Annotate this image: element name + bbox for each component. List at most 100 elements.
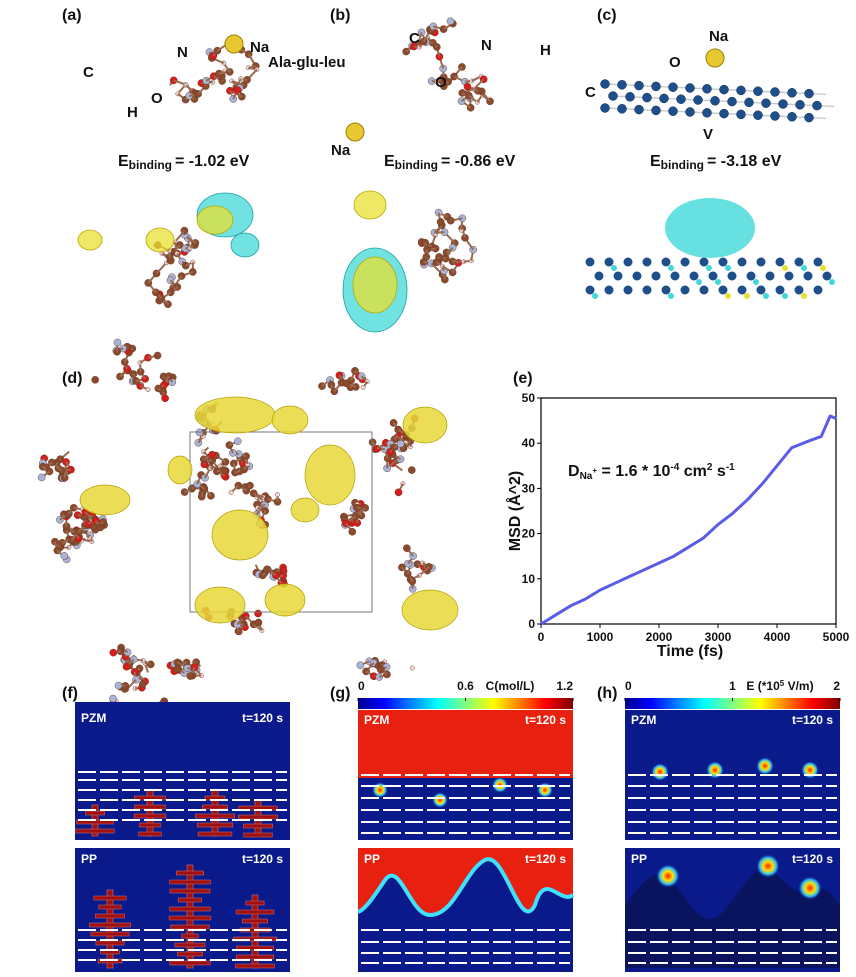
msd-line (540, 414, 837, 626)
colorbar (358, 698, 573, 709)
ann-part: Na (580, 471, 593, 482)
atom (96, 523, 105, 532)
atom (377, 665, 385, 674)
isosurface (696, 279, 702, 285)
colorbar-label: E (*105 V/m) (746, 679, 813, 693)
colorbar-tick-label: 0 (358, 679, 365, 693)
panel-label: (f) (62, 685, 78, 702)
atom-label: V (703, 126, 713, 143)
vanadium (680, 285, 690, 295)
dendrite (243, 832, 273, 838)
x-tick-label: 3000 (705, 630, 732, 644)
illustrations (37, 17, 840, 972)
isosurface (353, 190, 387, 220)
dendrite (89, 922, 131, 928)
vanadium (736, 85, 746, 96)
atom (233, 86, 242, 94)
dendrite (245, 900, 265, 906)
atom (91, 375, 99, 384)
vanadium (617, 80, 627, 90)
concentration (537, 782, 553, 798)
vanadium (775, 285, 785, 295)
y-tick-label: 20 (522, 527, 536, 541)
dendrite (85, 810, 105, 816)
atom (463, 82, 472, 91)
ann-part: = 1.6 * 10 (597, 463, 670, 480)
vanadium (719, 108, 729, 119)
vanadium (617, 104, 627, 114)
atom (403, 544, 411, 553)
ion-density (194, 396, 276, 434)
vanadium (693, 95, 703, 105)
vanadium (778, 99, 788, 109)
binding-energy: Ebinding = -0.86 eV (384, 153, 516, 172)
vanadium (770, 87, 780, 97)
isosurface (196, 205, 234, 235)
atom-label: C (409, 30, 420, 47)
vanadium (604, 285, 614, 295)
field-hotspot (651, 763, 669, 781)
atom (113, 338, 122, 347)
vanadium (795, 100, 805, 110)
atom (201, 474, 209, 482)
x-tick-label: 1000 (587, 630, 614, 644)
atom-label: H (540, 42, 551, 59)
binding-energy: Ebinding = -3.18 eV (650, 153, 782, 172)
dendrite (94, 913, 126, 919)
vanadium (813, 285, 823, 295)
vanadium (784, 271, 794, 281)
atom (109, 694, 117, 703)
vanadium (604, 257, 614, 267)
atom (161, 394, 169, 403)
vanadium (803, 271, 813, 281)
vanadium (585, 257, 595, 267)
time-label: t=120 s (525, 852, 566, 866)
annotation: DNa+ = 1.6 * 10-4 cm2 s-1 (568, 462, 735, 482)
atom (153, 351, 162, 360)
atom (228, 489, 234, 495)
ann-part: cm (679, 463, 707, 480)
dendrite (238, 814, 278, 820)
bond (174, 229, 186, 243)
sample-label: PZM (631, 713, 656, 727)
vanadium (594, 271, 604, 281)
atom (254, 618, 263, 627)
vanadium (770, 111, 780, 121)
vanadium (642, 92, 652, 103)
ann-part: 2 (707, 462, 713, 473)
sample-label: PP (81, 852, 97, 866)
vanadium (775, 257, 785, 267)
symbol: E (118, 153, 129, 170)
isosurface (715, 279, 721, 285)
field-hotspot (706, 761, 724, 779)
colorbar-tick-label: 1 (729, 679, 736, 693)
ann-part: D (568, 463, 580, 480)
atom (37, 473, 46, 482)
x-tick-label: 2000 (646, 630, 673, 644)
vanadium (676, 94, 686, 104)
vanadium (623, 257, 633, 267)
dendrite (138, 831, 162, 837)
isosurface (829, 279, 835, 285)
panel-label: (d) (62, 370, 82, 387)
ion-density (304, 444, 356, 506)
vanadium (794, 257, 804, 267)
isosurface (801, 265, 807, 271)
vanadium (670, 271, 680, 281)
atom (220, 466, 229, 474)
panel-label: (b) (330, 7, 350, 24)
atom-label: C (83, 64, 94, 81)
vanadium (685, 107, 695, 117)
sodium (224, 34, 244, 54)
vanadium (804, 88, 814, 99)
atom (145, 387, 151, 392)
atom (208, 450, 216, 459)
vanadium (708, 271, 718, 281)
vanadium (718, 257, 728, 267)
y-tick-label: 30 (522, 481, 536, 495)
cb-part: E (*10 (746, 679, 780, 693)
dendrite (169, 906, 211, 912)
time-label: t=120 s (242, 852, 283, 866)
vanadium (634, 104, 644, 115)
